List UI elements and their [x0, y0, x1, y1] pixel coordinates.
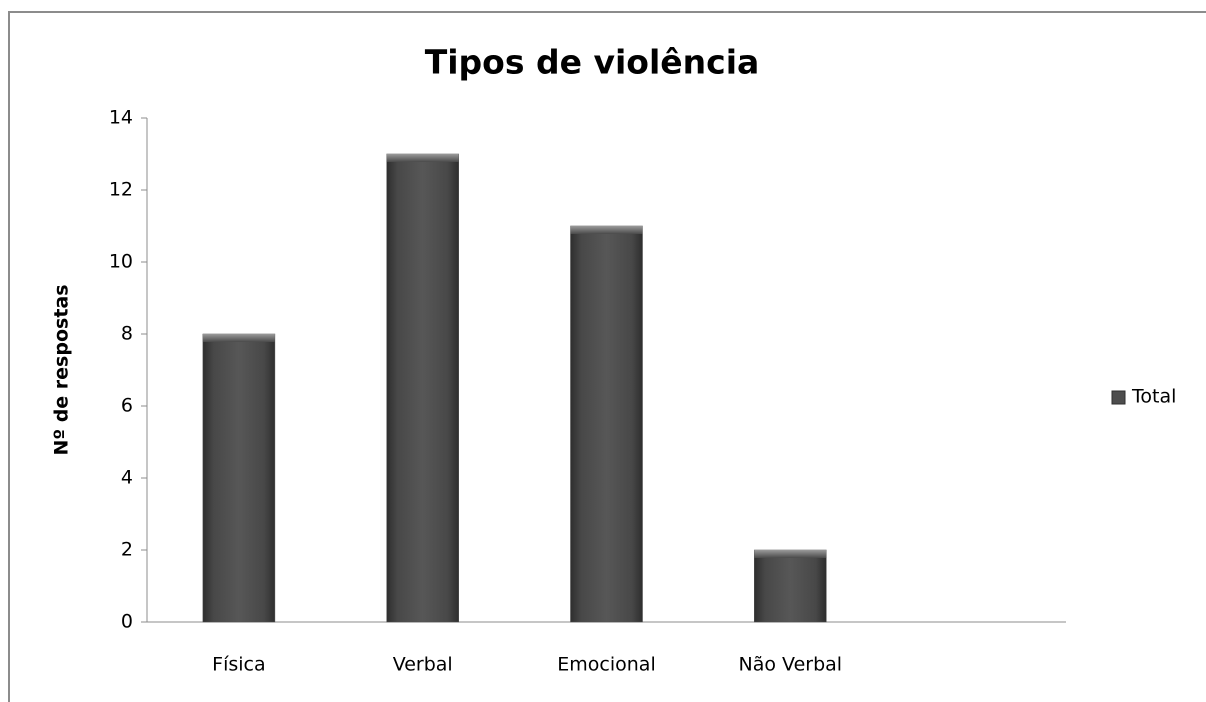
- bar: [754, 549, 827, 623]
- x-tick-label: Física: [212, 654, 265, 676]
- legend-swatch: [1111, 390, 1126, 405]
- y-tick-label: 10: [109, 251, 133, 273]
- bar: [570, 225, 643, 623]
- y-tick-label: 14: [109, 107, 133, 129]
- legend-label: Total: [1131, 386, 1176, 408]
- x-tick-label: Verbal: [393, 654, 453, 676]
- y-tick-label: 4: [121, 467, 133, 489]
- bar-cap: [386, 154, 459, 162]
- y-axis-label: Nº de respostas: [51, 284, 73, 455]
- y-tick-label: 0: [121, 611, 133, 633]
- y-tick-label: 6: [121, 395, 133, 417]
- bar: [386, 153, 459, 623]
- bar-cap: [202, 334, 275, 342]
- bar-cap: [570, 226, 643, 234]
- y-tick-label: 12: [109, 179, 133, 201]
- x-tick-label: Emocional: [557, 654, 655, 676]
- x-tick-label: Não Verbal: [739, 654, 843, 676]
- y-tick-label: 2: [121, 539, 133, 561]
- bar: [202, 333, 276, 623]
- bar-cap: [754, 550, 827, 558]
- y-tick-label: 8: [121, 323, 133, 345]
- chart-title: Tipos de violência: [425, 43, 760, 82]
- chart-border: [8, 11, 1206, 702]
